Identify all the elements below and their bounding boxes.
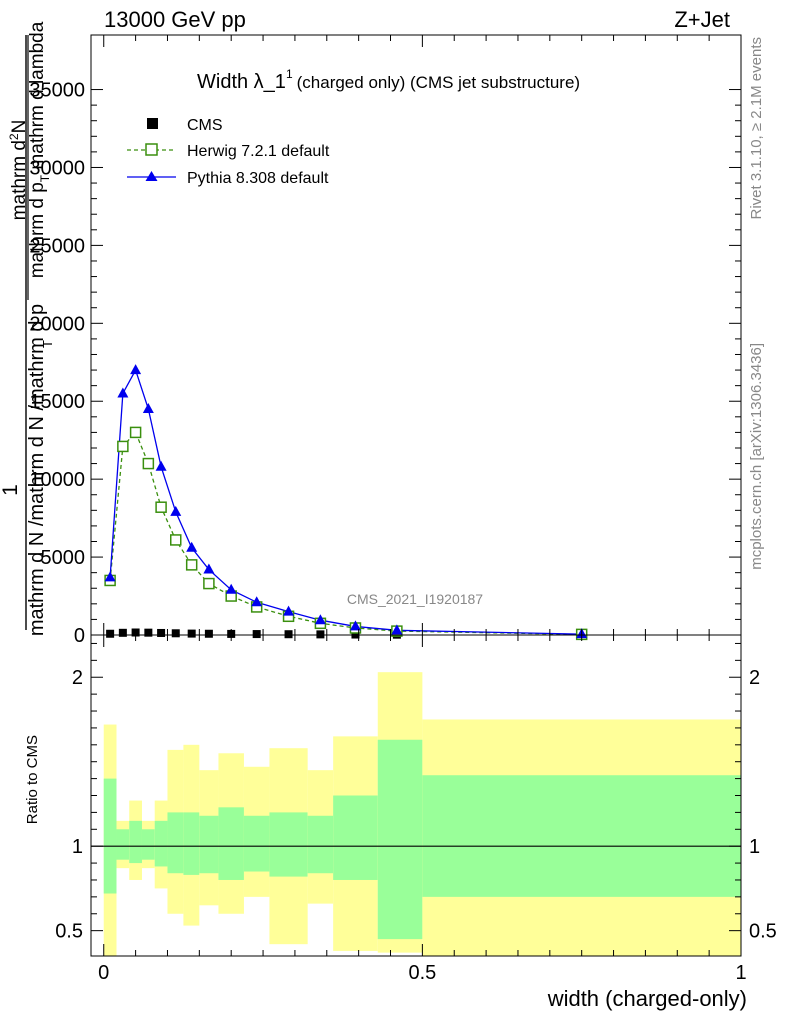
herwig-point xyxy=(185,559,198,571)
ratio-inner-band xyxy=(422,775,741,897)
energy-label: 13000 GeV pp xyxy=(104,7,246,32)
cms-point xyxy=(171,629,180,638)
cms-point xyxy=(316,630,325,639)
legend-pythia-marker xyxy=(145,171,158,181)
pythia-point xyxy=(155,460,167,471)
pythia-point xyxy=(283,605,295,616)
cms-point xyxy=(204,629,213,638)
plot-title: Width λ_11 (charged only) (CMS jet substr… xyxy=(197,67,580,93)
ratio-x-ticks: 0 0.5 1 xyxy=(98,635,747,984)
main-y-tick-label: 5000 xyxy=(41,547,86,569)
y-label-one: 1 xyxy=(0,484,22,496)
main-y-tick-label: 25000 xyxy=(29,235,85,257)
herwig-point xyxy=(203,577,215,590)
main-y-tick-label: 10000 xyxy=(29,469,85,491)
cms-point xyxy=(118,628,127,637)
pythia-point xyxy=(117,387,129,398)
ratio-inner-band xyxy=(141,829,155,860)
mcplots-site-label: mcplots.cern.ch [arXiv:1306.3436] xyxy=(748,343,765,570)
cms-point xyxy=(144,628,153,637)
ratio-inner-band xyxy=(269,812,308,877)
ratio-inner-band xyxy=(333,795,378,880)
y-label-outer-subscript: T xyxy=(40,340,55,348)
herwig-point xyxy=(142,457,155,470)
ratio-inner-band xyxy=(243,815,270,872)
ratio-x-tick-label: 0.5 xyxy=(408,962,436,984)
ratio-inner-band xyxy=(154,820,168,867)
pythia-point xyxy=(314,614,326,625)
main-y-tick-label: 15000 xyxy=(29,391,85,413)
ratio-y-ticks: 0.5 0.5 1 1 2 2 xyxy=(55,642,777,943)
ratio-inner-band xyxy=(167,812,184,874)
ratio-inner-band xyxy=(129,820,142,864)
ratio-x-tick-label: 0 xyxy=(98,962,109,984)
herwig-point xyxy=(170,534,182,546)
y-label-inner-denominator: mathrm d pT mathrm d lambda xyxy=(27,21,52,278)
herwig-point xyxy=(155,501,167,513)
x-axis-label: width (charged-only) xyxy=(547,986,747,1011)
ratio-y-tick-label-right: 1 xyxy=(749,836,760,858)
ratio-y-tick-label: 2 xyxy=(72,667,83,689)
main-y-ticks: 0 5000 10000 15000 20000 25000 30000 35000 xyxy=(29,80,741,647)
main-y-tick-label: 20000 xyxy=(29,313,85,335)
main-y-tick-label: 0 xyxy=(74,625,85,647)
cms-point xyxy=(157,628,166,637)
main-x-ticks xyxy=(103,35,742,635)
legend-cms-label: CMS xyxy=(187,117,223,134)
pythia-point xyxy=(203,563,215,574)
legend-herwig-label: Herwig 7.2.1 default xyxy=(187,143,330,160)
herwig-point xyxy=(129,426,142,439)
herwig-point xyxy=(117,440,129,453)
pythia-point xyxy=(225,583,237,594)
rivet-info-label: Rivet 3.1.10, ≥ 2.1M events xyxy=(748,37,765,220)
legend-cms-marker xyxy=(147,118,158,129)
process-label: Z+Jet xyxy=(674,7,730,32)
ratio-inner-band xyxy=(103,778,117,894)
ratio-x-tick-label: 1 xyxy=(735,962,746,984)
ratio-y-tick-label-right: 0.5 xyxy=(749,921,777,943)
ratio-panel: 0.5 0.51 12 2 0 0.5 1 Ratio to CMS width (cha… xyxy=(24,634,777,1011)
legend-pythia-label: Pythia 8.308 default xyxy=(187,170,329,187)
ratio-inner-band xyxy=(183,812,200,875)
pythia-point xyxy=(186,541,198,552)
y-label-outer-denominator: mathrm d N /mathrm d N /mathrm d p xyxy=(26,304,48,636)
pythia-point xyxy=(170,505,182,516)
ratio-y-label: Ratio to CMS xyxy=(24,735,41,824)
legend-herwig-marker xyxy=(145,143,158,156)
main-y-tick-label: 35000 xyxy=(29,80,85,102)
ratio-inner-band xyxy=(199,815,219,874)
cms-point xyxy=(106,629,115,638)
cms-point xyxy=(284,630,293,639)
analysis-watermark: CMS_2021_I1920187 xyxy=(347,591,483,607)
main-panel: 0 5000 10000 15000 20000 25000 30000 35000 Widt… xyxy=(0,21,742,647)
legend: CMS Herwig 7.2.1 default Pythia 8.308 de… xyxy=(127,117,330,187)
ratio-y-tick-label-right: 2 xyxy=(749,667,760,689)
pythia-point xyxy=(104,571,116,582)
pythia-point xyxy=(130,364,142,375)
main-y-tick-label: 30000 xyxy=(29,157,85,179)
y-label-inner-numerator: mathrm d2N xyxy=(7,120,30,221)
ratio-y-tick-label: 0.5 xyxy=(55,921,83,943)
ratio-y-tick-label: 1 xyxy=(72,836,83,858)
cms-point xyxy=(187,629,196,638)
pythia-point xyxy=(251,596,263,607)
ratio-bands xyxy=(103,672,741,956)
ratio-inner-band xyxy=(218,807,244,880)
ratio-inner-band xyxy=(307,815,334,874)
pythia-point xyxy=(142,403,154,414)
ratio-inner-band xyxy=(377,739,423,940)
pythia-point xyxy=(391,624,403,635)
main-y-axis-label: 1 mathrm d N /mathrm d N /mathrm d p T m… xyxy=(0,21,55,636)
pythia-point xyxy=(349,620,361,631)
cms-point xyxy=(252,630,261,639)
ratio-inner-band xyxy=(116,829,130,860)
